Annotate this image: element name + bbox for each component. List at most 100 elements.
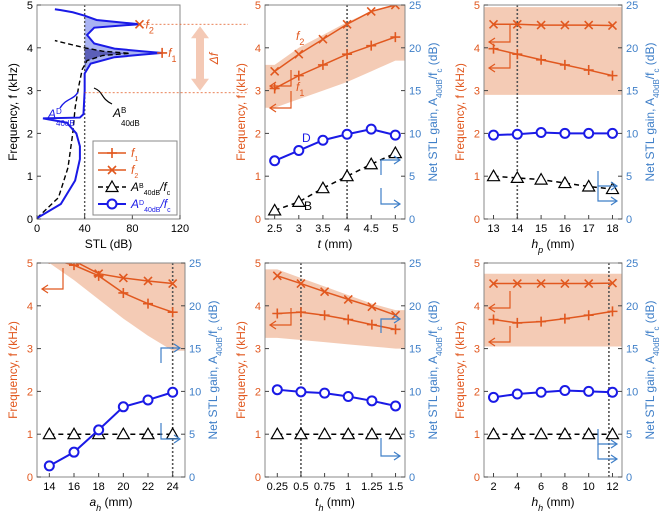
series-line-AD — [493, 131, 613, 137]
y-tick-label: 0 — [27, 214, 33, 226]
y2-axis-label-group: Net STL gain, A40dB/fc (dB) — [643, 43, 661, 182]
data-point-AB-4 — [364, 426, 379, 440]
x-axis-label-part-0: STL (dB) — [85, 237, 133, 251]
right-axis-indicator-1 — [597, 185, 617, 202]
data-point-AB-3 — [340, 168, 355, 182]
x-axis-label: STL (dB) — [85, 237, 133, 251]
annotation-AB: AB — [112, 106, 126, 121]
x-tick-label: 40 — [79, 223, 91, 235]
data-point-f1-1 — [295, 307, 306, 318]
y2-tick-label: 10 — [409, 386, 421, 398]
y-tick-label: 3 — [27, 86, 33, 98]
frequency-band — [265, 269, 405, 349]
right-axis-indicator-1-head — [393, 451, 402, 461]
left-axis-indicator-1 — [489, 52, 511, 69]
y2-tick-label: 5 — [409, 171, 415, 183]
y-tick-label: 5 — [474, 0, 480, 12]
y-tick-label: 3 — [27, 344, 33, 356]
left-axis-indicator-0-head — [268, 320, 277, 330]
data-point-f1-4 — [583, 310, 594, 321]
y2-axis-label-group: Net STL gain, A40dB/fc (dB) — [426, 43, 444, 182]
series-line-AD — [277, 388, 396, 407]
x-tick-label: 24 — [167, 481, 179, 493]
data-point-AD-1 — [511, 128, 523, 140]
y2-axis-label-part-2: /f — [643, 330, 657, 337]
y-axis-label-group: Frequency, f (kHz) — [234, 63, 248, 161]
x-axis-label-part-1: h — [96, 503, 101, 512]
x-axis-label-part-0: h — [531, 237, 538, 251]
y-axis-label: Frequency, f (kHz) — [234, 321, 248, 419]
data-point-f1-1 — [293, 70, 304, 81]
data-point-f1-0 — [48, 263, 51, 264]
data-point-AD-1 — [295, 386, 307, 398]
panel-d: 14 16 18 20 22 24 0 1 2 3 4 5 0 5 10 15 20 25 ah (mm) Frequ… — [6, 258, 224, 512]
data-point-AD-4 — [583, 127, 595, 139]
legend-label-f2-part-1: 2 — [134, 173, 138, 180]
y2-axis-label-part-0: Net STL gain, A — [426, 356, 440, 440]
annotation-AB-sub-part-0: 40dB — [121, 119, 140, 128]
x-axis-label: hp (mm) — [531, 237, 574, 255]
legend-label-AB: AB40dB/fc — [130, 180, 171, 197]
y2-tick-label: 10 — [189, 386, 201, 398]
data-point-AD-5 — [167, 386, 179, 398]
y2-axis-label: Net STL gain, A40dB/fc (dB) — [426, 43, 444, 182]
legend-label-f2: f2 — [131, 163, 138, 180]
y2-axis-label-part-2: /f — [206, 330, 220, 337]
y2-tick-label: 0 — [409, 214, 415, 226]
y2-axis-label-part-2: /f — [426, 330, 440, 337]
y2-tick-label: 15 — [409, 86, 421, 98]
curve-baseline-dashed — [37, 39, 131, 219]
x-axis-label: th (mm) — [315, 495, 355, 512]
curve-stl-solid — [37, 8, 163, 219]
y2-axis-label-part-0: Net STL gain, A — [426, 98, 440, 182]
peak-label-f2: f2 — [145, 17, 153, 35]
y-tick-label: 4 — [255, 301, 261, 313]
y-axis-label-group: Frequency, f (kHz) — [6, 63, 20, 161]
data-point-AD-4 — [583, 385, 595, 397]
plot-frame — [483, 4, 623, 220]
data-point-AD-3 — [117, 401, 129, 413]
data-point-AD-3 — [341, 128, 353, 140]
y-tick-label: 5 — [27, 258, 33, 270]
data-point-AB-3 — [341, 426, 356, 440]
left-axis-indicator-0 — [489, 291, 511, 309]
right-axis-indicator-1-head — [610, 196, 619, 206]
data-point-AB-4 — [581, 179, 596, 192]
plot-area — [265, 5, 405, 219]
data-point-f1-2 — [536, 54, 547, 65]
series-line-AB — [274, 152, 396, 212]
plot-frame — [264, 4, 406, 220]
data-point-AB-3 — [116, 426, 131, 440]
data-point-f2-1 — [69, 263, 79, 266]
y-tick-label: 4 — [27, 43, 33, 55]
x-axis-label-part-0: h — [531, 495, 538, 509]
data-point-f2-5 — [390, 5, 400, 10]
peak-label-f1-part-1: 1 — [171, 54, 176, 64]
data-point-AD-5 — [389, 129, 401, 141]
right-axis-indicator-0-head — [610, 181, 619, 191]
x-tick-label: 0.25 — [267, 481, 288, 493]
legend-label-AB-part-0: A — [130, 180, 139, 194]
legend-label-f1: f1 — [131, 146, 138, 163]
data-point-AD-5 — [606, 127, 618, 139]
legend-label-AB-part-1: B — [139, 183, 144, 190]
frequency-band — [265, 5, 405, 108]
data-point-AB-4 — [581, 426, 596, 440]
series-line-f2 — [274, 5, 396, 72]
y-tick-label: 2 — [474, 128, 480, 140]
data-point-f1-5 — [167, 307, 178, 318]
data-point-AB-1 — [66, 426, 82, 440]
y2-axis-label-part-0: Net STL gain, A — [643, 98, 657, 182]
data-point-AD-0 — [488, 129, 500, 141]
y2-tick-label: 20 — [409, 43, 421, 55]
y2-axis-label: Net STL gain, A40dB/fc (dB) — [206, 301, 224, 440]
x-axis-label-part-1: (mm) — [321, 237, 352, 251]
y2-axis-label-part-4: (dB) — [643, 301, 657, 327]
x-tick-label: 120 — [171, 223, 189, 235]
legend-marker-f1 — [107, 148, 117, 158]
y-axis-label: Frequency, f (kHz) — [6, 63, 20, 161]
x-axis-label-part-0: t — [315, 495, 319, 509]
data-point-f2-4 — [584, 278, 594, 289]
y2-axis-label-part-3: c — [435, 327, 444, 331]
y2-axis-label-part-4: (dB) — [426, 43, 440, 69]
